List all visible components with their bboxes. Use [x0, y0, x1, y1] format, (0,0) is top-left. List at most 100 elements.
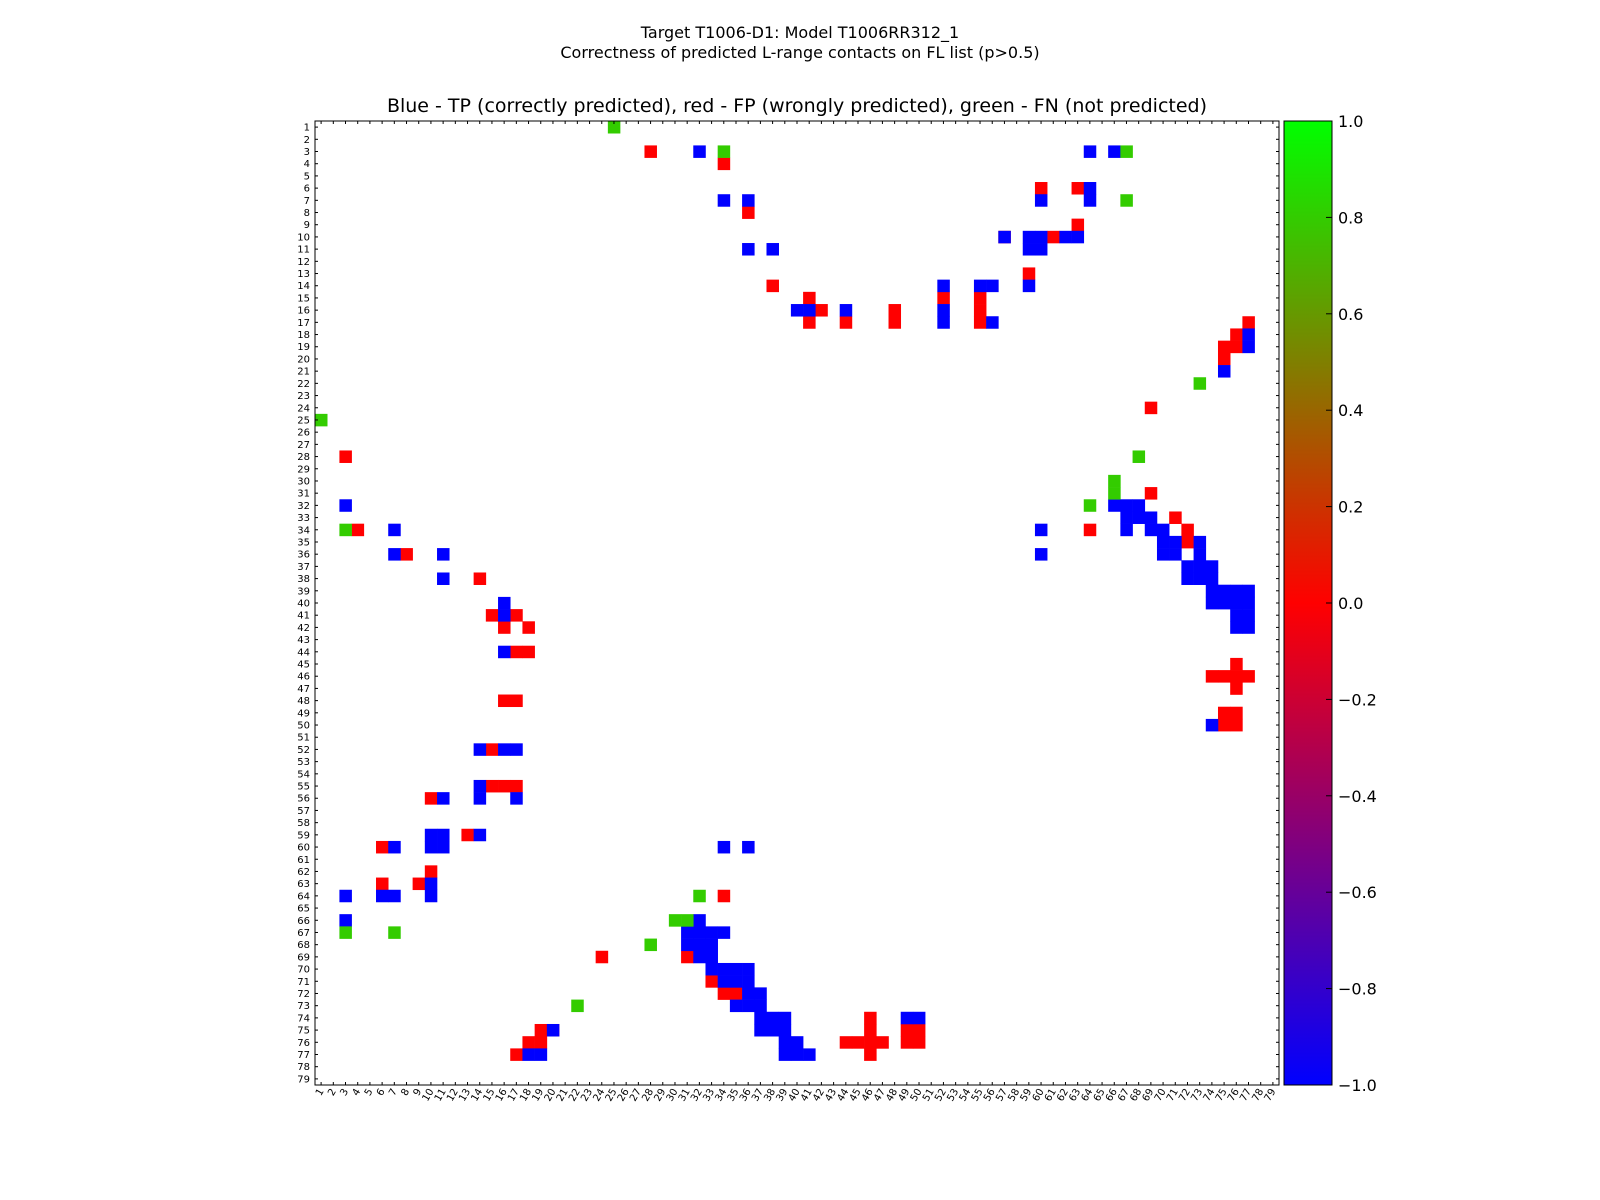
fn-cell: [339, 523, 352, 537]
fp-cell: [1205, 670, 1219, 683]
fp-cell: [705, 975, 718, 988]
fp-cell: [1230, 340, 1243, 354]
tp-cell: [1144, 523, 1158, 537]
tp-cell: [681, 926, 694, 939]
fp-cell: [473, 572, 487, 585]
fp-cell: [973, 304, 987, 317]
fp-cell: [888, 304, 902, 317]
y-tick-label: 73: [297, 1001, 310, 1012]
fp-cell: [1181, 535, 1194, 549]
fp-cell: [1217, 706, 1231, 720]
y-tick-label: 65: [297, 904, 310, 915]
tp-cell: [1193, 560, 1207, 573]
fp-cell: [1217, 352, 1231, 366]
y-tick-label: 50: [297, 721, 310, 732]
tp-cell: [339, 889, 352, 903]
tp-cell: [424, 840, 438, 854]
fn-cell: [668, 914, 682, 927]
fn-cell: [607, 121, 621, 134]
tp-cell: [1156, 548, 1170, 561]
y-tick-label: 4: [304, 159, 310, 170]
y-tick-label: 31: [297, 489, 310, 500]
fp-cell: [1230, 328, 1243, 341]
tp-cell: [473, 828, 487, 842]
tp-cell: [1242, 340, 1255, 354]
y-tick-label: 16: [297, 306, 310, 317]
fn-cell: [388, 926, 401, 939]
fp-cell: [1083, 523, 1097, 537]
fn-cell: [1120, 145, 1133, 158]
tp-cell: [1169, 548, 1182, 561]
tp-cell: [1193, 572, 1207, 585]
tp-cell: [424, 877, 438, 891]
tp-cell: [766, 243, 779, 256]
fp-cell: [376, 877, 389, 891]
fp-cell: [1230, 670, 1243, 683]
y-tick-label: 29: [297, 464, 310, 475]
tp-cell: [1120, 499, 1133, 512]
y-tick-label: 57: [297, 806, 310, 817]
colorbar-tick-label: 0.6: [1338, 305, 1363, 324]
tp-cell: [424, 889, 438, 903]
tp-cell: [498, 645, 511, 659]
tp-cell: [1242, 609, 1255, 622]
fp-cell: [803, 291, 816, 305]
fp-cell: [1242, 670, 1255, 683]
y-tick-label: 63: [297, 879, 310, 890]
plot-title: Blue - TP (correctly predicted), red - F…: [387, 95, 1207, 117]
tp-cell: [1034, 230, 1048, 244]
y-tick-label: 74: [297, 1013, 310, 1024]
tp-cell: [1242, 584, 1255, 598]
fp-cell: [912, 1023, 926, 1037]
x-tick-label: 4: [351, 1087, 364, 1098]
tp-cell: [937, 279, 950, 293]
fp-cell: [1144, 487, 1158, 500]
tp-cell: [693, 926, 706, 939]
y-axis-ticks: 1234567891011121314151617181920212223242…: [297, 123, 1279, 1085]
tp-cell: [437, 840, 450, 854]
tp-cell: [778, 1048, 792, 1061]
tp-cell: [1120, 511, 1133, 524]
fp-cell: [1181, 523, 1194, 537]
fn-cell: [1120, 194, 1133, 207]
y-tick-label: 75: [297, 1026, 310, 1037]
y-tick-label: 35: [297, 537, 310, 548]
y-tick-label: 58: [297, 818, 310, 829]
tp-cell: [388, 523, 401, 537]
y-tick-label: 61: [297, 855, 310, 866]
fn-cell: [1108, 474, 1121, 488]
tp-cell: [388, 889, 401, 903]
tp-cell: [754, 1011, 767, 1025]
tp-cell: [717, 194, 731, 207]
y-tick-label: 76: [297, 1038, 310, 1049]
tp-cell: [498, 596, 511, 610]
tp-cell: [388, 840, 401, 854]
fp-cell: [522, 645, 535, 659]
fp-cell: [900, 1023, 914, 1037]
fp-cell: [1230, 657, 1243, 671]
fp-cell: [864, 1023, 877, 1037]
y-tick-label: 17: [297, 318, 310, 329]
fp-cell: [485, 609, 499, 622]
colorbar-tick-label: −0.4: [1338, 787, 1377, 806]
fn-cell: [571, 999, 584, 1013]
tp-cell: [937, 316, 950, 329]
y-tick-label: 45: [297, 660, 310, 671]
fp-cell: [1071, 182, 1085, 195]
tp-cell: [717, 840, 731, 854]
tp-cell: [705, 950, 718, 964]
y-tick-label: 69: [297, 952, 310, 963]
y-tick-label: 62: [297, 867, 310, 878]
fp-cell: [1230, 682, 1243, 695]
y-tick-label: 22: [297, 379, 310, 390]
tp-cell: [693, 914, 706, 927]
tp-cell: [1132, 511, 1146, 524]
fp-cell: [485, 779, 499, 793]
tp-cell: [790, 1048, 804, 1061]
fp-cell: [900, 1036, 914, 1049]
fp-cell: [400, 548, 413, 561]
y-tick-label: 48: [297, 696, 310, 707]
tp-cell: [1132, 499, 1146, 512]
fp-cell: [510, 609, 523, 622]
